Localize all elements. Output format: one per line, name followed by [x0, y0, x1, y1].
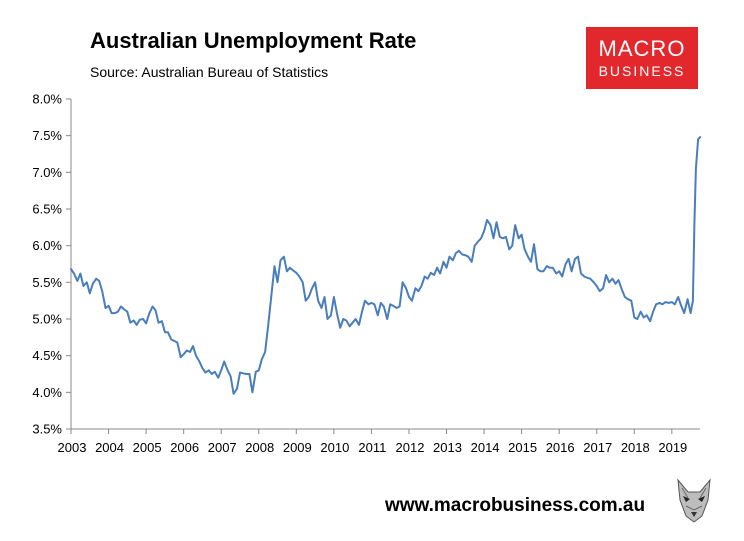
x-tick-label: 2015 [508, 440, 537, 455]
y-tick-label: 5.5% [32, 275, 62, 290]
y-tick-label: 3.5% [32, 422, 62, 437]
y-tick-label: 5.0% [32, 312, 62, 327]
logo-line-2: BUSINESS [598, 63, 686, 79]
x-tick-label: 2007 [208, 440, 237, 455]
chart-subtitle: Source: Australian Bureau of Statistics [90, 64, 329, 80]
wolf-logo-icon [677, 478, 711, 523]
x-tick-label: 2011 [358, 440, 386, 455]
x-tick-label: 2017 [583, 440, 612, 455]
series-layer [70, 136, 701, 395]
y-tick-label: 6.0% [32, 238, 62, 253]
x-tick-label: 2004 [95, 440, 124, 455]
line-chart: 3.5% 4.0% 4.5% 5.0% 5.5% 6.0% 6.5% 7.0% 7.5% 8.0%… [32, 92, 701, 455]
x-tick-label: 2018 [621, 440, 650, 455]
x-tick-label: 2009 [283, 440, 312, 455]
x-tick-label: 2003 [58, 440, 87, 455]
series-line-unemployment-rate [70, 136, 701, 395]
x-tick-label: 2008 [245, 440, 274, 455]
chart-title: Australian Unemployment Rate [90, 28, 417, 53]
chart-axes: 3.5% 4.0% 4.5% 5.0% 5.5% 6.0% 6.5% 7.0% 7.5% 8.0%… [32, 92, 700, 455]
y-tick-label: 6.5% [32, 202, 62, 217]
y-tick-label: 7.0% [32, 165, 62, 180]
x-tick-label: 2006 [170, 440, 199, 455]
x-tick-label: 2013 [433, 440, 462, 455]
x-tick-label: 2016 [546, 440, 575, 455]
y-tick-label: 4.5% [32, 348, 62, 363]
y-tick-label: 4.0% [32, 385, 62, 400]
y-tick-label: 8.0% [32, 92, 62, 107]
x-tick-label: 2005 [133, 440, 162, 455]
x-tick-label: 2012 [396, 440, 425, 455]
website-url: www.macrobusiness.com.au [385, 495, 646, 516]
x-tick-label: 2014 [471, 440, 500, 455]
x-tick-label: 2019 [658, 440, 687, 455]
macro-business-logo: MACRO BUSINESS [586, 27, 698, 89]
x-tick-label: 2010 [320, 440, 349, 455]
logo-line-1: MACRO [598, 36, 686, 61]
y-tick-label: 7.5% [32, 128, 62, 143]
